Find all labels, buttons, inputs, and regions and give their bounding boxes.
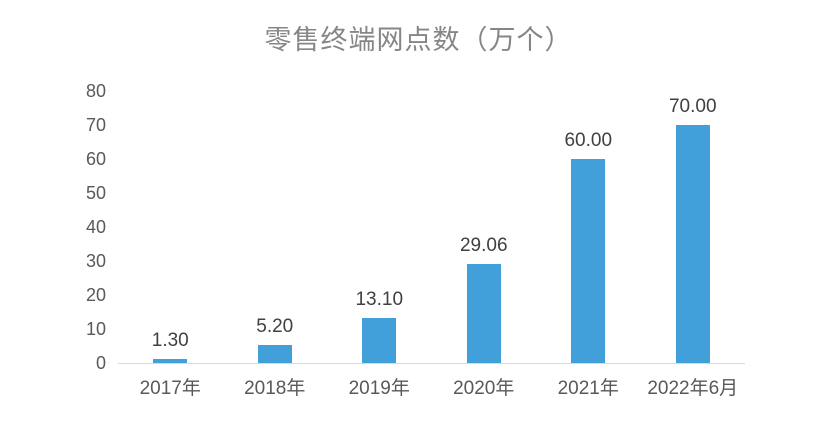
bar[interactable] bbox=[675, 125, 710, 363]
y-axis-tick-label: 30 bbox=[85, 251, 106, 271]
bar-slot: 29.06 2020年 bbox=[432, 91, 537, 399]
x-axis-category-label: 2022年6月 bbox=[647, 378, 739, 399]
x-axis-category-label: 2017年 bbox=[139, 378, 201, 399]
bar-slot: 60.00 2021年 bbox=[536, 91, 641, 399]
bar[interactable] bbox=[257, 345, 292, 363]
bar-slot: 1.30 2017年 bbox=[118, 91, 223, 399]
bar[interactable] bbox=[153, 358, 188, 363]
y-axis: 0 10 20 30 40 50 60 70 80 bbox=[0, 0, 106, 423]
y-axis-tick-label: 60 bbox=[85, 149, 106, 169]
data-label: 29.06 bbox=[459, 235, 508, 257]
data-label: 5.20 bbox=[256, 316, 294, 338]
bar[interactable] bbox=[571, 159, 606, 363]
data-label: 70.00 bbox=[668, 96, 717, 117]
bar-slot: 13.10 2019年 bbox=[327, 91, 432, 399]
bar[interactable] bbox=[466, 264, 501, 363]
y-axis-tick-label: 80 bbox=[85, 81, 106, 101]
plot-area: 1.30 2017年 5.20 2018年 13.10 2019年 29.06 2020年 60… bbox=[118, 91, 746, 399]
y-axis-tick-label: 40 bbox=[85, 217, 106, 237]
x-axis-category-label: 2020年 bbox=[453, 378, 515, 399]
y-axis-tick-label: 50 bbox=[85, 183, 106, 203]
x-axis-category-label: 2019年 bbox=[348, 378, 410, 399]
y-axis-tick-label: 0 bbox=[95, 353, 106, 373]
y-axis-tick-label: 20 bbox=[85, 285, 106, 305]
x-axis-category-label: 2018年 bbox=[244, 378, 306, 399]
bar-slot: 5.20 2018年 bbox=[223, 91, 328, 399]
y-axis-tick-label: 70 bbox=[85, 115, 106, 135]
x-axis-category-label: 2021年 bbox=[557, 378, 619, 399]
bar-slot: 70.00 2022年6月 bbox=[641, 91, 746, 399]
data-label: 1.30 bbox=[151, 329, 189, 351]
bar[interactable] bbox=[362, 318, 397, 363]
chart-title: 零售终端网点数（万个） bbox=[264, 25, 573, 55]
data-label: 60.00 bbox=[564, 130, 613, 151]
data-label: 13.10 bbox=[355, 289, 404, 311]
y-axis-tick-label: 10 bbox=[85, 319, 106, 339]
